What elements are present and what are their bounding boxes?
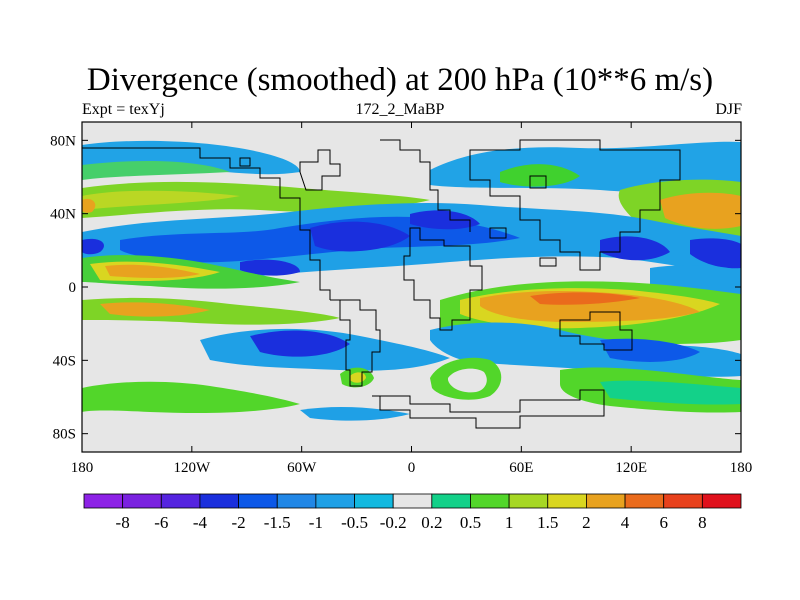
colorbar-label: 6 <box>659 513 668 532</box>
case-label: 172_2_MaBP <box>355 101 445 118</box>
contour-neg-subtropics-west <box>82 238 104 255</box>
coastline-south-america <box>330 299 381 387</box>
colorbar-label: 8 <box>698 513 707 532</box>
colorbar-label: -1 <box>309 513 323 532</box>
colorbar-swatch <box>663 493 703 509</box>
x-tick-label: 180 <box>71 460 94 476</box>
colorbar-swatch <box>586 493 626 509</box>
contour-pos-band-40n-west <box>82 190 240 210</box>
map-area <box>82 122 741 452</box>
contour-pos-south-west <box>82 381 300 414</box>
season-label: DJF <box>715 101 742 118</box>
x-tick-label: 60W <box>287 460 317 476</box>
contour-neg-subtropics-core-africa <box>410 210 480 230</box>
contour-neg-subtropics-core-pacific <box>240 259 300 276</box>
experiment-label: Expt = texYj <box>82 101 165 118</box>
contour-neg-subtropics-east <box>690 238 741 269</box>
colorbar-swatch <box>276 493 317 509</box>
y-tick-label: 80S <box>53 427 76 443</box>
colorbar-label: -4 <box>193 513 208 532</box>
colorbar-swatch <box>431 493 471 509</box>
contour-pos-south-ring-africa-inner <box>448 368 487 393</box>
y-tick-label: 80N <box>50 133 76 149</box>
colorbar-swatch <box>83 493 124 509</box>
contour-pos-40n-pacific-core <box>660 192 741 229</box>
colorbar-label: -1.5 <box>264 513 291 532</box>
x-tick-label: 0 <box>408 460 416 476</box>
contour-pos-south-tropics-west-core <box>100 302 210 317</box>
contour-neg-south-atlantic <box>430 322 741 377</box>
contour-neg-south-mid-core <box>250 330 350 357</box>
x-tick-label: 180 <box>730 460 753 476</box>
colorbar-swatch <box>354 493 394 509</box>
coastlines <box>82 139 681 429</box>
coastline-north-america <box>82 147 331 300</box>
coastline-asia <box>469 139 681 271</box>
contour-pos-north-west <box>82 160 230 180</box>
contour-pos-south-tropics-red <box>530 292 640 305</box>
colorbar-swatch <box>238 493 278 509</box>
colorbar-label: 1.5 <box>537 513 558 532</box>
contour-neg-subtropics-core-asia <box>600 236 670 261</box>
y-tick-label: 0 <box>69 280 77 296</box>
x-tick-label: 120E <box>615 460 647 476</box>
colorbar-swatch <box>624 493 665 509</box>
coastline-europe <box>380 139 471 232</box>
colorbar: -8 -6 -4 -2 -1.5 -1 -0.5 -0.2 0.2 0.5 1 1.5 2 4 6 8 <box>83 493 742 532</box>
colorbar-label: -6 <box>154 513 168 532</box>
colorbar-swatch <box>392 493 433 509</box>
colorbar-swatch <box>470 493 510 509</box>
colorbar-swatch <box>315 493 355 509</box>
colorbar-label: -0.2 <box>380 513 407 532</box>
x-tick-label: 120W <box>173 460 211 476</box>
colorbar-swatch <box>701 493 742 509</box>
colorbar-label: -8 <box>116 513 130 532</box>
contour-pos-south-east-green <box>600 380 741 405</box>
contour-pos-north-east-green <box>500 164 580 187</box>
colorbar-label: 0.2 <box>421 513 442 532</box>
contour-pos-40n-atlantic <box>82 198 96 213</box>
contour-pos-equator-west-orange <box>105 264 200 278</box>
latitude-axis: 80N 40N 0 40S 80S <box>50 133 741 443</box>
coastline-africa <box>403 227 483 331</box>
colorbar-label: -2 <box>232 513 246 532</box>
colorbar-label: 1 <box>505 513 514 532</box>
coastline-antarctica <box>372 389 605 429</box>
coastline-australia <box>559 311 633 351</box>
longitude-axis: 180 120W 60W 0 60E 120E 180 <box>71 122 753 476</box>
colorbar-label: -0.5 <box>341 513 368 532</box>
colorbar-label: 0.5 <box>460 513 481 532</box>
colorbar-swatch <box>547 493 587 509</box>
y-tick-label: 40S <box>53 353 76 369</box>
colorbar-swatch <box>160 493 201 509</box>
colorbar-swatch <box>122 493 162 509</box>
coastline-islands <box>239 157 557 267</box>
colorbar-swatch <box>508 493 549 509</box>
coastline-greenland <box>299 149 341 191</box>
contour-neg-south-indian <box>600 338 700 362</box>
colorbar-swatch <box>199 493 239 509</box>
colorbar-label: 4 <box>621 513 630 532</box>
x-tick-label: 60E <box>509 460 533 476</box>
contour-neg-subtropics-core-atlantic <box>310 221 410 252</box>
colorbar-label: 2 <box>582 513 591 532</box>
y-tick-label: 40N <box>50 207 76 223</box>
plot-title: Divergence (smoothed) at 200 hPa (10**6 … <box>86 62 714 98</box>
